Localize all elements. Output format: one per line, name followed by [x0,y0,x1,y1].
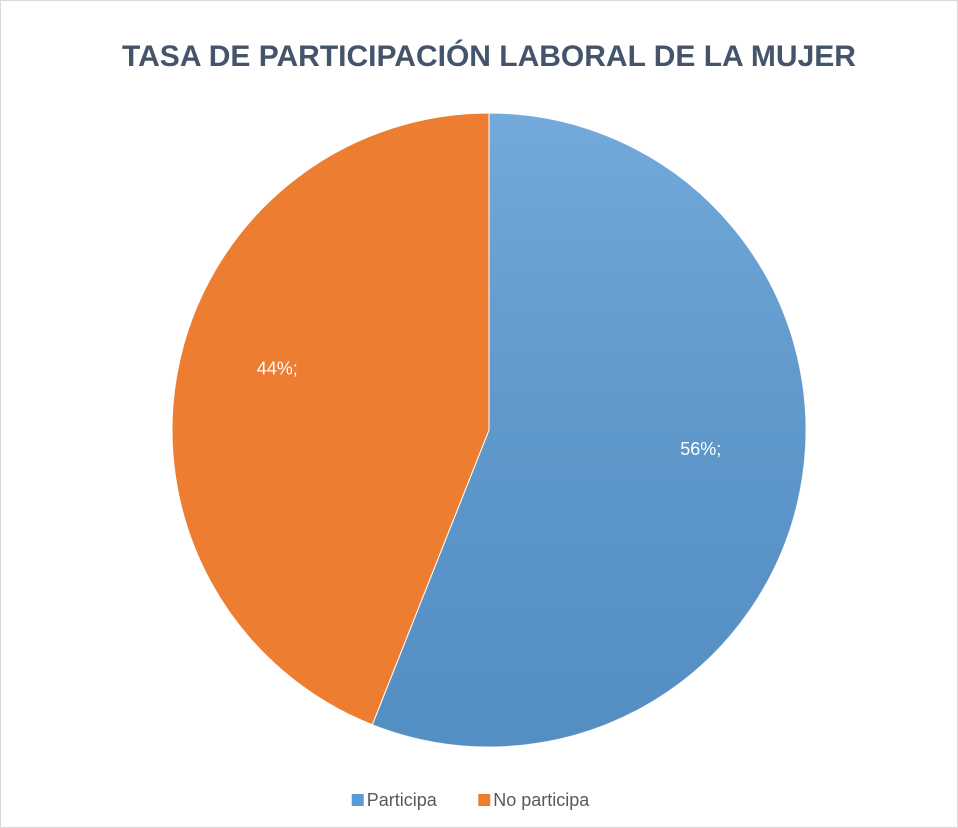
legend-swatch [478,794,491,806]
legend-label: No participa [493,790,590,810]
data-label: 56%; [680,439,721,459]
chart-title: TASA DE PARTICIPACIÓN LABORAL DE LA MUJE… [122,39,856,73]
data-label: 44%; [257,358,298,378]
legend-swatch [351,794,364,806]
pie-slice [171,112,490,726]
legend-label: Participa [367,790,438,810]
